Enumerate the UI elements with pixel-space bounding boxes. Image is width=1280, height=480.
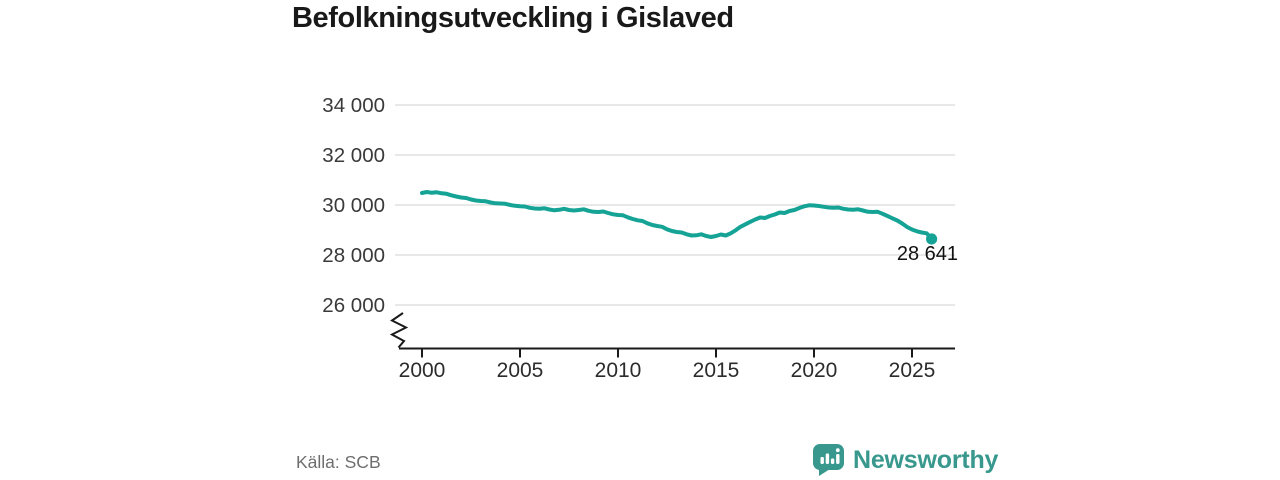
x-axis [399, 347, 955, 358]
population-series-line [420, 190, 934, 241]
y-tick-label: 32 000 [322, 144, 385, 167]
x-tick-label: 2020 [791, 359, 838, 382]
y-tick-label: 30 000 [322, 194, 385, 217]
gridlines [395, 104, 955, 306]
newsworthy-logo-text: Newsworthy [853, 445, 999, 474]
newsworthy-logo-icon [813, 444, 844, 476]
chart-title: Befolkningsutveckling i Gislaved [292, 2, 734, 34]
y-tick-label: 34 000 [322, 94, 385, 117]
x-tick-label: 2000 [399, 359, 446, 382]
x-tick-label: 2015 [693, 359, 740, 382]
x-tick-label: 2025 [889, 359, 936, 382]
last-value-annotation: 28 641 [897, 243, 958, 265]
x-tick-label: 2010 [595, 359, 642, 382]
y-tick-label: 28 000 [322, 244, 385, 267]
source-label: Källa: SCB [296, 452, 381, 472]
x-tick-label: 2005 [497, 359, 544, 382]
y-axis-labels: 34 000 32 000 30 000 28 000 26 000 [322, 94, 385, 317]
y-tick-label: 26 000 [322, 294, 385, 317]
y-axis-break-zigzag [389, 312, 409, 349]
x-axis-labels: 2000 2005 2010 2015 2020 2025 [399, 359, 936, 382]
last-value-dot [926, 233, 938, 245]
newsworthy-logo[interactable]: Newsworthy [812, 443, 998, 477]
